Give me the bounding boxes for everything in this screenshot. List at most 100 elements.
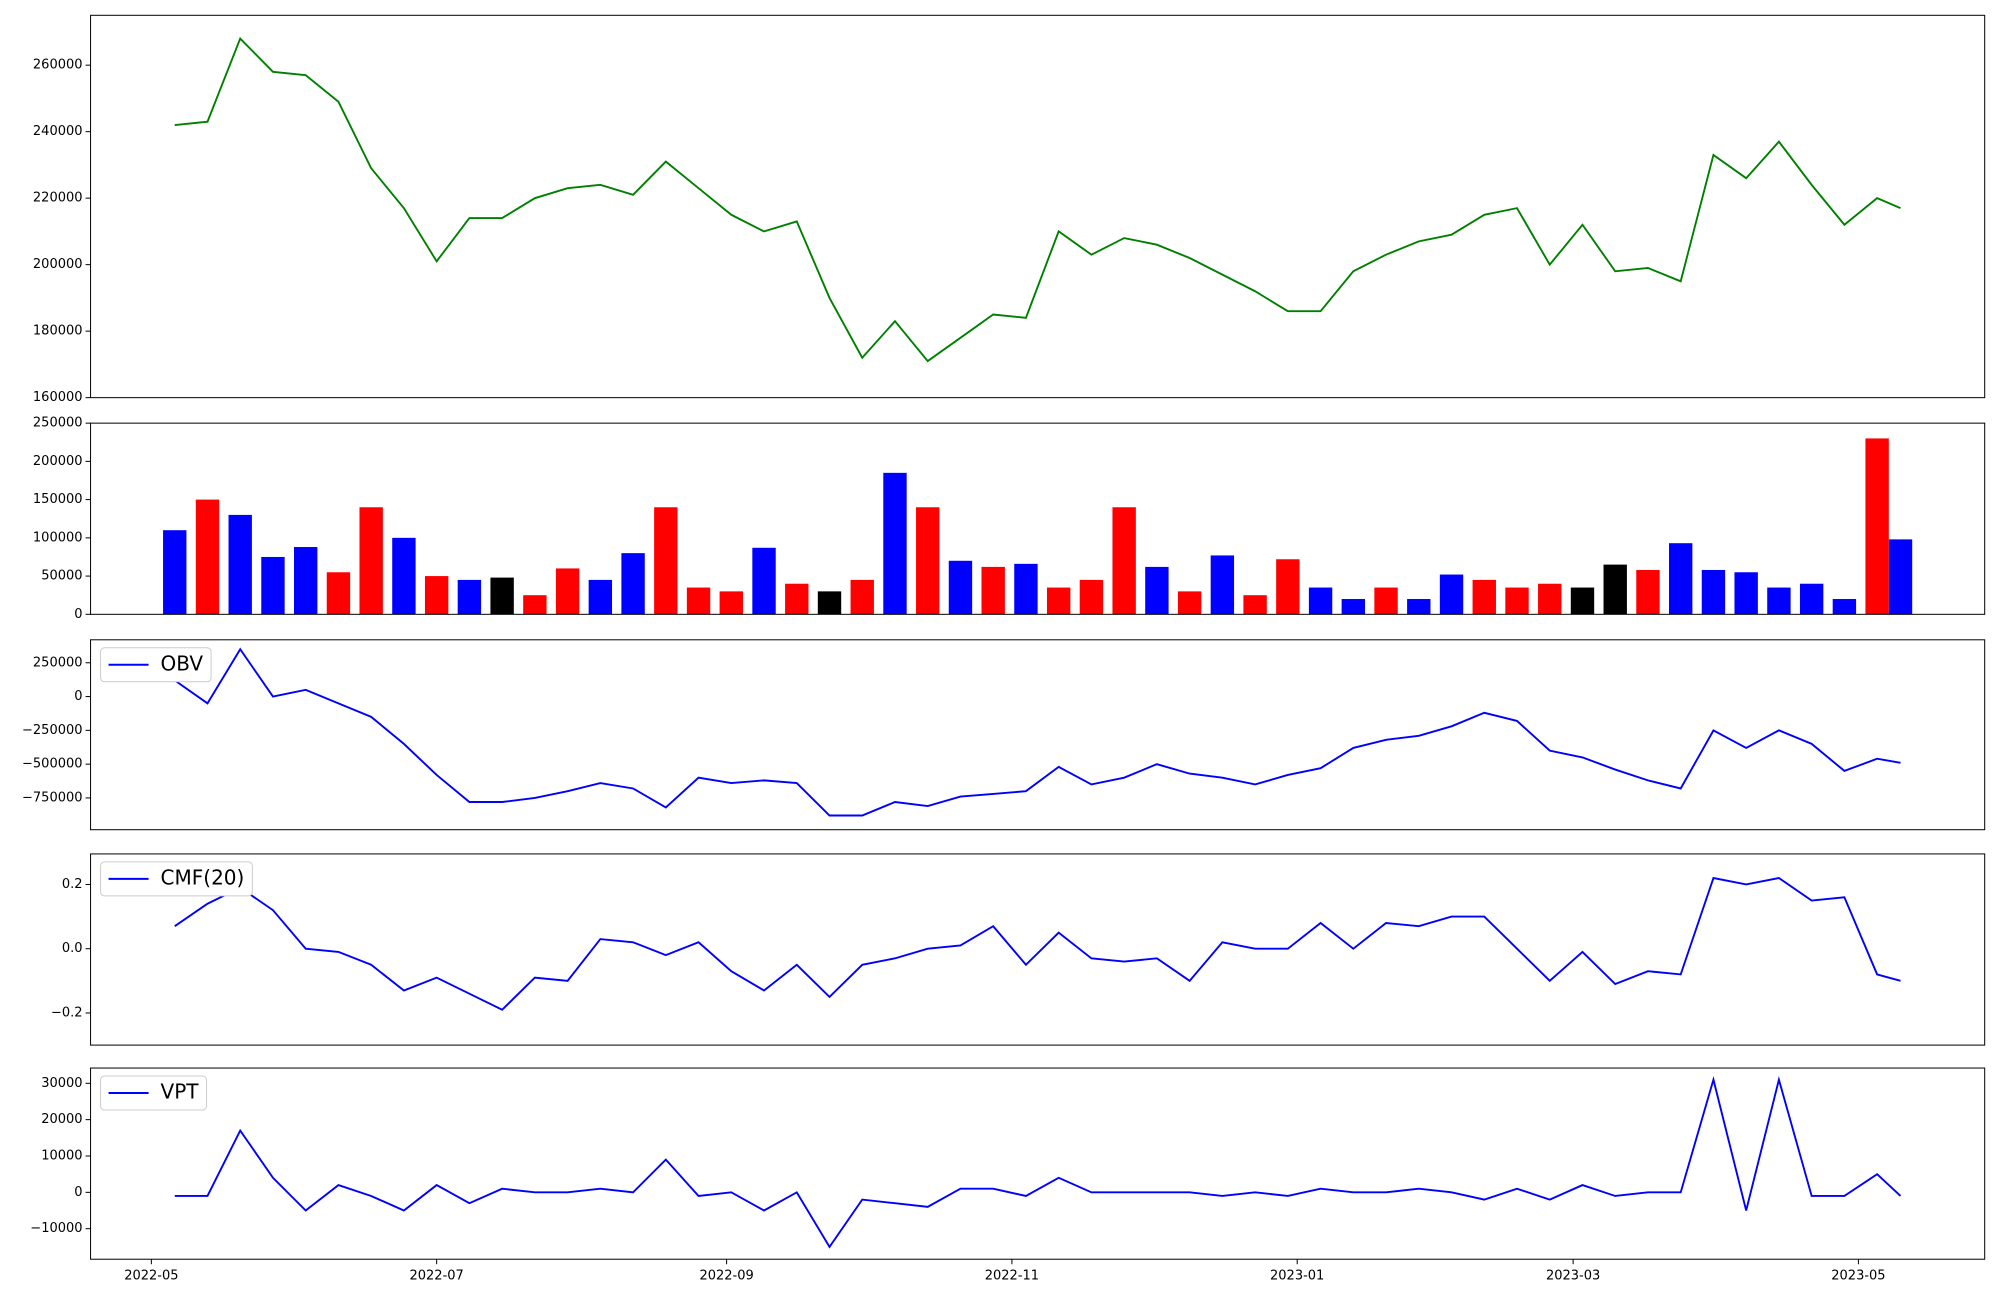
legend-box xyxy=(100,647,212,683)
bar xyxy=(1046,587,1071,615)
y-tick-label: 200000 xyxy=(33,257,83,272)
y-tick-label: 0 xyxy=(74,607,82,622)
bar xyxy=(424,576,449,615)
y-tick-label: 10000 xyxy=(41,1148,82,1163)
bar xyxy=(817,591,842,615)
bar xyxy=(523,595,547,615)
data-line xyxy=(174,1075,1902,1249)
legend-box xyxy=(100,1075,208,1111)
bar xyxy=(1865,438,1889,615)
y-tick-label: 150000 xyxy=(33,492,83,507)
x-tick-label: 2023-01 xyxy=(1270,1269,1324,1284)
plot-area xyxy=(163,438,1913,615)
bar xyxy=(1407,599,1431,615)
bar xyxy=(916,507,940,615)
bar xyxy=(1145,566,1169,615)
plot-area xyxy=(174,1075,1902,1249)
bar xyxy=(1888,539,1913,615)
x-tick-label: 2023-05 xyxy=(1831,1269,1885,1284)
data-line xyxy=(174,647,1901,817)
bar xyxy=(555,568,580,615)
y-tick-label: 100000 xyxy=(33,530,83,545)
bar xyxy=(1767,587,1791,615)
x-tick-label: 2022-11 xyxy=(985,1269,1039,1284)
bar xyxy=(1374,587,1398,615)
panel: −0.2 0.0 0.2 CMF(20) xyxy=(51,853,1986,1046)
x-tick-label: 2023-03 xyxy=(1546,1269,1600,1284)
legend: VPT xyxy=(100,1075,208,1111)
y-tick-label: 50000 xyxy=(41,569,82,584)
bar xyxy=(457,579,482,615)
bar xyxy=(195,499,220,615)
bar xyxy=(1669,543,1693,615)
panel: −750000 −500000 −250000 0 250000 OBV xyxy=(22,639,1986,831)
y-tick-label: 250000 xyxy=(33,655,83,670)
bar xyxy=(1243,595,1267,615)
axes-frame xyxy=(90,639,1986,831)
bar xyxy=(1112,507,1136,615)
y-tick-label: 0.2 xyxy=(62,877,83,892)
y-tick-label: 30000 xyxy=(41,1076,82,1091)
legend: OBV xyxy=(100,647,212,683)
y-tick-label: −750000 xyxy=(22,790,83,805)
plot-area xyxy=(174,647,1901,817)
y-tick-label: 20000 xyxy=(41,1112,82,1127)
panel: 0 50000 100000 150000 200000 250000 xyxy=(33,416,1986,622)
panel: −10000 0 10000 20000 30000 2022-05 2022-07 2022… xyxy=(30,1067,1986,1284)
bar xyxy=(1079,579,1104,615)
y-tick-label: 0.0 xyxy=(62,941,83,956)
y-tick-label: −500000 xyxy=(22,757,83,772)
bar xyxy=(1177,591,1202,615)
y-tick-label: 0 xyxy=(74,1185,82,1200)
bar xyxy=(490,577,514,615)
bar xyxy=(1603,564,1627,615)
legend-label: CMF(20) xyxy=(161,865,245,889)
bar xyxy=(654,507,678,615)
y-tick-label: 0 xyxy=(74,689,82,704)
bar xyxy=(359,507,383,615)
y-tick-label: 250000 xyxy=(33,416,83,431)
legend-box xyxy=(100,861,253,897)
bar xyxy=(686,587,711,615)
bar xyxy=(228,514,252,615)
bar xyxy=(1799,583,1824,615)
y-tick-label: 180000 xyxy=(33,324,83,339)
bar xyxy=(1308,587,1333,615)
plot-area xyxy=(174,36,1901,363)
bar xyxy=(588,579,613,615)
data-line xyxy=(174,36,1901,363)
y-tick-label: 240000 xyxy=(33,124,83,139)
bar xyxy=(1570,587,1595,615)
bar xyxy=(948,560,973,615)
bar xyxy=(1734,572,1758,615)
axes-frame xyxy=(90,1067,1986,1260)
bar xyxy=(883,472,907,615)
bar xyxy=(1538,583,1562,615)
x-tick-label: 2022-05 xyxy=(124,1269,178,1284)
y-tick-label: −10000 xyxy=(30,1221,82,1236)
bar xyxy=(1701,569,1726,615)
y-tick-label: 260000 xyxy=(33,58,83,73)
bar xyxy=(719,591,743,615)
data-line xyxy=(174,876,1901,1011)
legend-label: VPT xyxy=(161,1080,200,1104)
bar xyxy=(1276,559,1300,615)
y-tick-label: 160000 xyxy=(33,390,83,405)
legend-label: OBV xyxy=(161,651,204,675)
bar xyxy=(1636,569,1660,615)
bar xyxy=(1832,599,1857,615)
x-tick-label: 2022-09 xyxy=(699,1269,753,1284)
y-tick-label: 220000 xyxy=(33,191,83,206)
y-tick-label: −250000 xyxy=(22,723,83,738)
bar xyxy=(1472,579,1496,615)
bar xyxy=(1341,599,1366,615)
bar xyxy=(621,553,645,615)
bar xyxy=(1505,587,1529,615)
y-tick-label: −0.2 xyxy=(51,1005,83,1020)
axes-frame xyxy=(90,853,1986,1046)
bar xyxy=(981,566,1005,615)
bar xyxy=(392,537,416,615)
bar xyxy=(850,579,874,615)
axes-frame xyxy=(90,422,1986,615)
